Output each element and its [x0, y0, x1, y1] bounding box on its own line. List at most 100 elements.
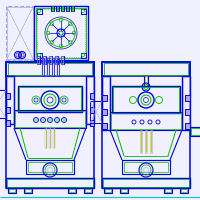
Bar — [86, 76, 94, 124]
Bar — [61, 6, 64, 11]
Bar — [102, 76, 110, 130]
Bar — [120, 188, 128, 193]
Bar — [53, 128, 55, 148]
Bar — [49, 56, 51, 64]
Bar — [90, 93, 94, 99]
Bar — [124, 162, 168, 172]
Bar — [68, 188, 76, 193]
Bar — [185, 95, 190, 101]
Bar — [6, 107, 10, 113]
Bar — [121, 189, 127, 192]
Bar — [69, 189, 75, 192]
Bar — [103, 179, 189, 187]
Bar — [28, 162, 72, 172]
Bar — [102, 123, 107, 129]
Bar — [54, 56, 58, 64]
Bar — [183, 77, 189, 129]
Bar — [66, 6, 68, 11]
Bar — [15, 111, 85, 127]
Bar — [144, 76, 148, 86]
Bar — [7, 7, 33, 59]
Bar — [51, 6, 54, 11]
Bar — [104, 188, 112, 193]
Bar — [61, 56, 63, 64]
Bar — [26, 160, 74, 174]
Bar — [25, 189, 31, 192]
Bar — [191, 128, 200, 135]
Bar — [36, 56, 40, 64]
Bar — [80, 52, 86, 58]
Bar — [105, 189, 111, 192]
Bar — [145, 130, 147, 153]
Bar — [6, 178, 94, 188]
Bar — [190, 127, 200, 136]
Bar — [0, 90, 6, 118]
Bar — [165, 189, 171, 192]
Bar — [90, 101, 102, 123]
Bar — [180, 188, 188, 193]
Bar — [7, 77, 13, 123]
Bar — [52, 58, 54, 76]
Bar — [47, 58, 49, 76]
Bar — [6, 62, 94, 188]
Bar — [6, 93, 10, 99]
Bar — [57, 58, 59, 76]
Bar — [45, 128, 47, 148]
Bar — [49, 128, 51, 148]
Bar — [47, 58, 49, 76]
Bar — [6, 62, 94, 76]
Bar — [19, 87, 81, 111]
Bar — [140, 130, 142, 153]
Bar — [102, 95, 107, 101]
Bar — [42, 58, 44, 76]
Bar — [42, 56, 46, 64]
Bar — [52, 6, 53, 11]
Bar — [37, 56, 39, 64]
Bar — [110, 112, 182, 130]
Bar — [56, 6, 58, 11]
Bar — [102, 109, 107, 115]
Bar — [150, 130, 152, 153]
Bar — [48, 56, 52, 64]
Bar — [60, 56, 64, 64]
Bar — [18, 86, 82, 112]
Bar — [52, 58, 54, 76]
Bar — [71, 6, 74, 11]
Bar — [102, 62, 190, 188]
Bar — [36, 52, 42, 58]
Bar — [37, 9, 85, 57]
Bar — [122, 160, 170, 174]
Bar — [7, 179, 93, 187]
Bar — [6, 6, 88, 60]
Bar — [36, 8, 42, 14]
Bar — [164, 188, 172, 193]
Bar — [14, 110, 86, 128]
Bar — [102, 178, 190, 188]
Bar — [182, 76, 190, 130]
Bar — [72, 6, 73, 11]
Bar — [24, 188, 32, 193]
Bar — [87, 77, 93, 123]
Bar — [8, 188, 16, 193]
Bar — [55, 56, 57, 64]
Bar — [102, 62, 190, 76]
Bar — [185, 109, 190, 115]
Bar — [36, 8, 86, 58]
Bar — [62, 6, 63, 11]
Bar — [84, 188, 92, 193]
Bar — [104, 63, 188, 75]
Bar — [57, 58, 59, 76]
Bar — [80, 8, 86, 14]
Bar — [9, 189, 15, 192]
Bar — [42, 58, 44, 76]
Bar — [90, 107, 94, 113]
Bar — [103, 77, 109, 129]
Bar — [185, 123, 190, 129]
Bar — [6, 120, 10, 126]
Bar — [8, 63, 92, 75]
Bar — [145, 76, 147, 86]
Bar — [181, 189, 187, 192]
Bar — [6, 76, 14, 124]
Bar — [112, 86, 180, 113]
Bar — [34, 6, 88, 60]
